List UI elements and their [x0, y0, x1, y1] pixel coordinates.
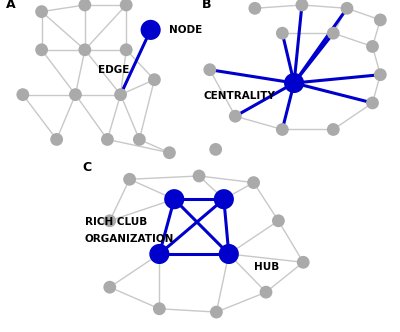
Point [250, 180, 257, 185]
Point [106, 285, 113, 290]
Point [196, 173, 202, 179]
Text: HUB: HUB [254, 262, 279, 272]
Point [212, 147, 219, 152]
Point [221, 197, 227, 202]
Point [38, 47, 45, 52]
Point [377, 72, 384, 77]
Point [275, 218, 282, 223]
Point [279, 31, 286, 36]
Point [148, 27, 154, 33]
Point [369, 44, 376, 49]
Point [136, 137, 142, 142]
Text: EDGE: EDGE [98, 65, 129, 75]
Point [166, 150, 173, 155]
Point [299, 2, 305, 8]
Point [156, 251, 162, 257]
Text: ORGANIZATION: ORGANIZATION [85, 234, 174, 244]
Point [252, 6, 258, 11]
Text: A: A [6, 0, 16, 11]
Point [126, 177, 133, 182]
Point [263, 290, 269, 295]
Text: C: C [82, 161, 92, 174]
Point [38, 9, 45, 14]
Text: RICH CLUB: RICH CLUB [85, 217, 147, 227]
Point [171, 197, 178, 202]
Point [123, 2, 130, 8]
Point [369, 100, 376, 106]
Point [226, 251, 232, 257]
Point [300, 260, 306, 265]
Point [279, 127, 286, 132]
Point [72, 92, 79, 97]
Point [82, 2, 88, 8]
Point [117, 92, 124, 97]
Point [106, 218, 113, 223]
Point [344, 6, 350, 11]
Point [82, 47, 88, 52]
Text: CENTRALITY: CENTRALITY [204, 91, 276, 101]
Point [20, 92, 26, 97]
Point [291, 80, 297, 86]
Point [156, 306, 162, 311]
Text: NODE: NODE [170, 25, 203, 35]
Point [330, 31, 336, 36]
Point [104, 137, 110, 142]
Point [377, 17, 384, 23]
Point [213, 309, 220, 315]
Point [330, 127, 336, 132]
Text: B: B [202, 0, 212, 11]
Point [151, 77, 158, 82]
Point [54, 137, 60, 142]
Point [207, 67, 213, 72]
Point [232, 114, 238, 119]
Point [123, 47, 130, 52]
